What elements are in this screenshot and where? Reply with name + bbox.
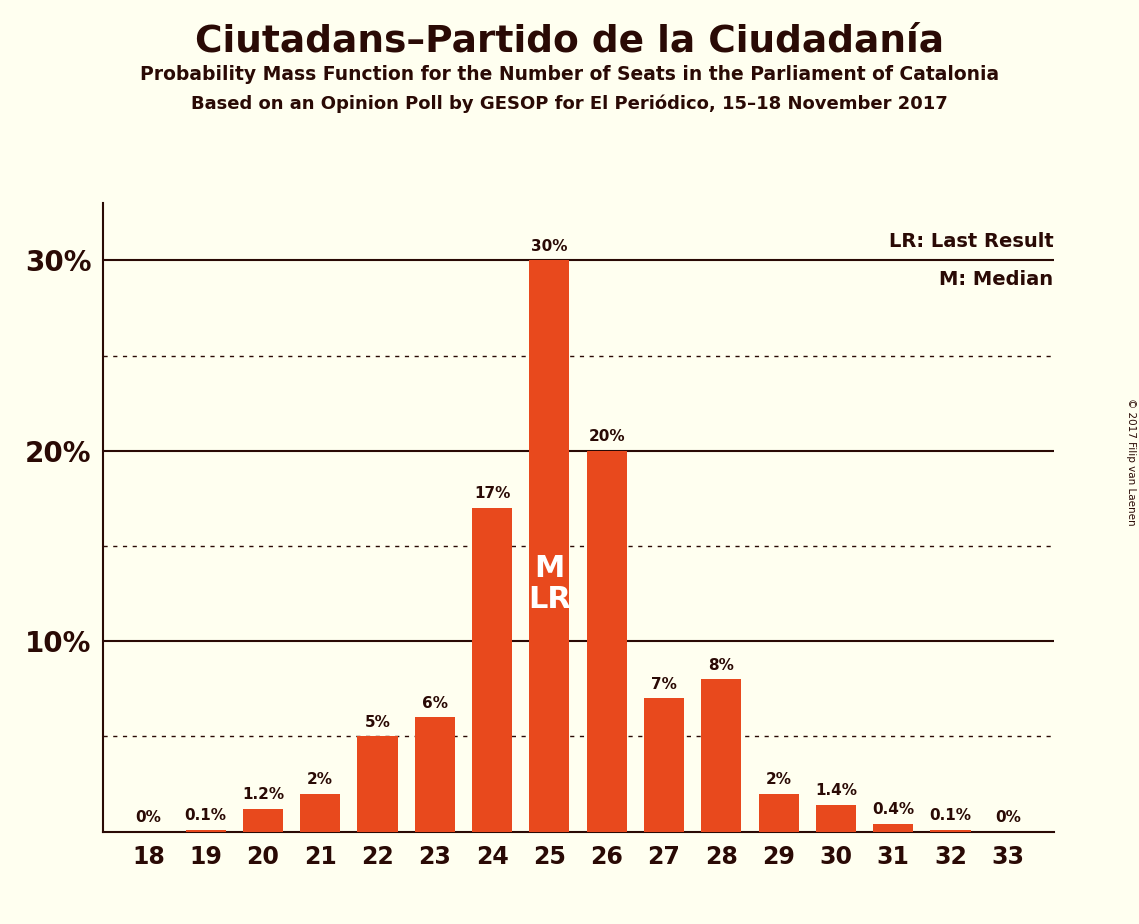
- Text: 17%: 17%: [474, 486, 510, 501]
- Bar: [587, 451, 626, 832]
- Bar: [702, 679, 741, 832]
- Text: M: Median: M: Median: [940, 270, 1054, 289]
- Text: 0.4%: 0.4%: [872, 802, 915, 818]
- Bar: [759, 794, 798, 832]
- Text: 0.1%: 0.1%: [929, 808, 972, 823]
- Bar: [301, 794, 341, 832]
- Bar: [816, 805, 855, 832]
- Text: 30%: 30%: [531, 238, 567, 254]
- Text: 0.1%: 0.1%: [185, 808, 227, 823]
- Text: 1.2%: 1.2%: [241, 787, 284, 802]
- Text: 5%: 5%: [364, 715, 391, 730]
- Bar: [472, 508, 513, 832]
- Text: 0%: 0%: [994, 810, 1021, 825]
- Bar: [874, 824, 913, 832]
- Bar: [243, 808, 282, 832]
- Text: 2%: 2%: [765, 772, 792, 787]
- Text: Based on an Opinion Poll by GESOP for El Periódico, 15–18 November 2017: Based on an Opinion Poll by GESOP for El…: [191, 94, 948, 113]
- Text: 7%: 7%: [652, 676, 677, 692]
- Text: 8%: 8%: [708, 658, 735, 673]
- Bar: [186, 830, 226, 832]
- Bar: [530, 261, 570, 832]
- Text: M
LR: M LR: [528, 553, 571, 614]
- Text: 6%: 6%: [421, 696, 448, 711]
- Bar: [931, 830, 970, 832]
- Bar: [358, 736, 398, 832]
- Bar: [644, 699, 685, 832]
- Text: 2%: 2%: [308, 772, 334, 787]
- Bar: [415, 717, 454, 832]
- Text: Probability Mass Function for the Number of Seats in the Parliament of Catalonia: Probability Mass Function for the Number…: [140, 65, 999, 84]
- Text: LR: Last Result: LR: Last Result: [888, 232, 1054, 251]
- Text: Ciutadans–Partido de la Ciudadanía: Ciutadans–Partido de la Ciudadanía: [195, 23, 944, 59]
- Text: 0%: 0%: [136, 810, 162, 825]
- Text: 20%: 20%: [589, 429, 625, 444]
- Text: © 2017 Filip van Laenen: © 2017 Filip van Laenen: [1126, 398, 1136, 526]
- Text: 1.4%: 1.4%: [814, 784, 857, 798]
